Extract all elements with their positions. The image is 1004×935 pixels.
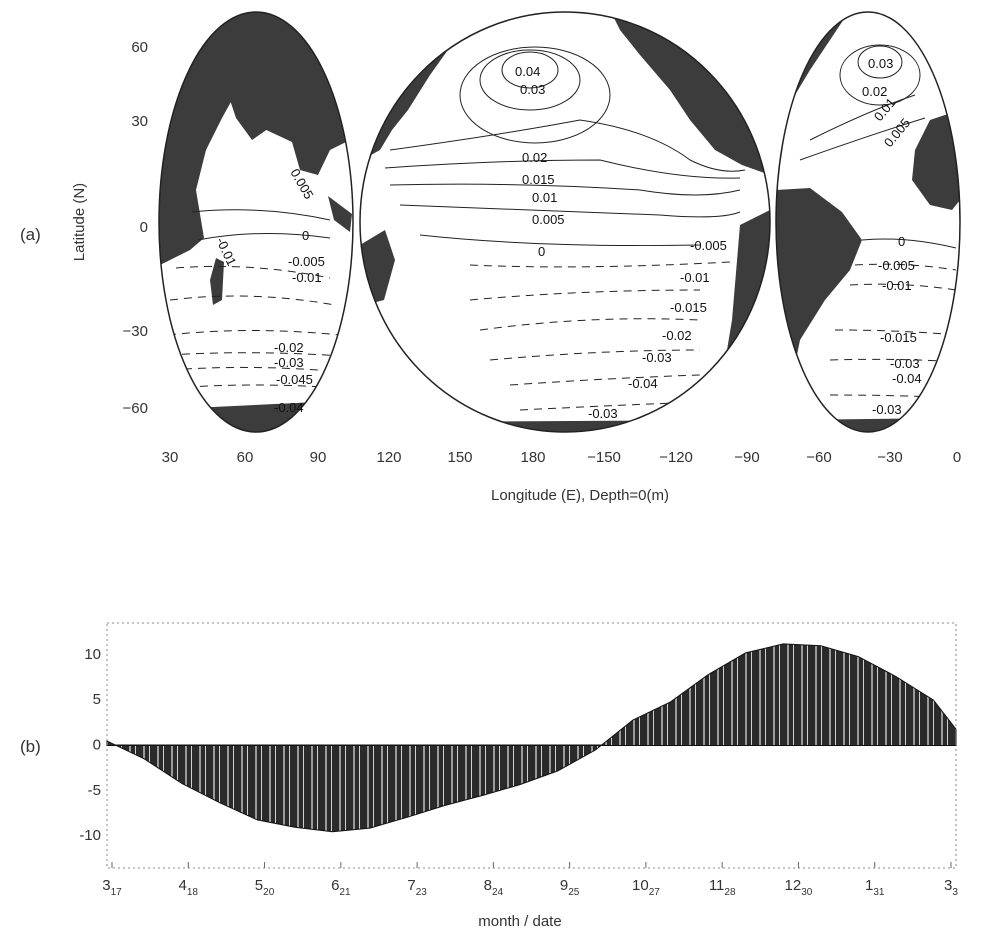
contour-label: -0.01 (292, 270, 322, 285)
contour-label: -0.005 (878, 258, 915, 273)
contour-label: -0.015 (880, 330, 917, 345)
x-tick-label: 418 (179, 877, 199, 898)
indian-ocean-lobe: 0.005 0 -0.01 -0.005 -0.01 -0.02 -0.03 -… (158, 11, 354, 433)
map-xtick-120: 120 (376, 449, 401, 466)
x-tick-label: 621 (331, 877, 351, 898)
map-xlabel: Longitude (E), Depth=0(m) (491, 487, 669, 504)
contour-label: -0.02 (274, 340, 304, 355)
contour-label: 0.04 (515, 64, 540, 79)
x-tick-label: 723 (407, 877, 427, 898)
y-tick-label: 5 (93, 691, 101, 708)
contour-label: -0.01 (680, 270, 710, 285)
map-ytick-0: 0 (140, 219, 148, 236)
y-tick-label: 10 (84, 646, 101, 663)
contour-label: 0 (538, 244, 545, 259)
map-xtick-150: 150 (447, 449, 472, 466)
contour-label: -0.03 (588, 406, 618, 421)
y-tick-layer: 10 5 0 -5 -10 (79, 646, 101, 844)
map-xtick-60: 60 (237, 449, 254, 466)
map-xtick-m60: −60 (806, 449, 831, 466)
series-xlabel: month / date (478, 913, 561, 930)
x-tick-label: 1128 (709, 877, 736, 898)
land-arabia (226, 88, 272, 140)
contour-label: 0.02 (522, 150, 547, 165)
panel-b: (b) 10 5 0 -5 -10 317 418 520 621 723 824 925 1027 1… (20, 622, 958, 930)
series-area (106, 643, 957, 833)
x-tick-label: 1230 (785, 877, 813, 898)
map-xtick-180: 180 (520, 449, 545, 466)
x-tick-label: 1027 (632, 877, 660, 898)
y-tick-label: -5 (88, 782, 101, 799)
map-ytick-m60: −60 (123, 400, 148, 417)
contour-label: -0.03 (872, 402, 902, 417)
land-africa-west (912, 110, 960, 210)
contour-label: -0.005 (288, 254, 325, 269)
map-xtick-m30: −30 (877, 449, 902, 466)
contour-label: 0.03 (868, 56, 893, 71)
map-xtick-m150: −150 (587, 449, 621, 466)
x-tick-label: 131 (865, 877, 885, 898)
contour-label: -0.03 (642, 350, 672, 365)
contour-label: -0.03 (890, 356, 920, 371)
contour-label: 0.005 (532, 212, 565, 227)
contour-label: -0.045 (276, 372, 313, 387)
map-ytick-30: 30 (131, 113, 148, 130)
contour-label: 0.03 (520, 82, 545, 97)
contour-label: 0.01 (532, 190, 557, 205)
map-ytick-m30: −30 (123, 323, 148, 340)
pacific-ocean-lobe: 0.04 0.03 0.02 0.015 0.01 0.005 0 -0.005… (359, 11, 771, 433)
contour-label: -0.04 (628, 376, 658, 391)
x-tick-label: 520 (255, 877, 275, 898)
land-antarctica-ind (159, 400, 353, 432)
map-ytick-60: 60 (131, 39, 148, 56)
contour-label: 0 (898, 234, 905, 249)
land-madagascar (210, 258, 224, 305)
atlantic-ocean-lobe: 0.03 0.02 0.01 0.005 0 -0.005 -0.01 -0.0… (775, 11, 961, 433)
map-xtick-m90: −90 (734, 449, 759, 466)
land-south-america-east (776, 188, 862, 392)
contour-label: -0.04 (892, 371, 922, 386)
contour-label: 0 (302, 228, 309, 243)
land-africa-eurasia (159, 12, 350, 270)
land-antarctica-atl (790, 418, 950, 432)
land-antarctica-pac (380, 420, 760, 432)
contour-label: -0.005 (690, 238, 727, 253)
y-tick-label: 0 (93, 737, 101, 754)
x-tick-label: 925 (560, 877, 580, 898)
x-tick-label: 33 (944, 877, 958, 898)
map-xtick-m120: −120 (659, 449, 693, 466)
contour-label: 0.02 (862, 84, 887, 99)
contour-label: -0.015 (670, 300, 707, 315)
series-layer (106, 643, 957, 833)
land-indonesia (328, 196, 352, 232)
contour-label: -0.02 (662, 328, 692, 343)
map-xtick-30: 30 (162, 449, 179, 466)
x-tick-label: 317 (102, 877, 122, 898)
panel-a: (a) Latitude (N) Longitude (E), Depth=0(… (20, 11, 961, 504)
x-tick-label: 824 (484, 877, 504, 898)
contour-label: -0.04 (274, 400, 304, 415)
contour-label: -0.01 (882, 278, 912, 293)
panel-a-label: (a) (20, 225, 41, 244)
y-tick-label: -10 (79, 827, 101, 844)
panel-b-label: (b) (20, 737, 41, 756)
map-xtick-0: 0 (953, 449, 961, 466)
contour-label: -0.03 (274, 355, 304, 370)
x-tick-layer: 317 418 520 621 723 824 925 1027 1128 1230 131 33 (102, 862, 958, 898)
contour-label: 0.015 (522, 172, 555, 187)
map-ylabel: Latitude (N) (71, 183, 88, 261)
map-xtick-90: 90 (310, 449, 327, 466)
